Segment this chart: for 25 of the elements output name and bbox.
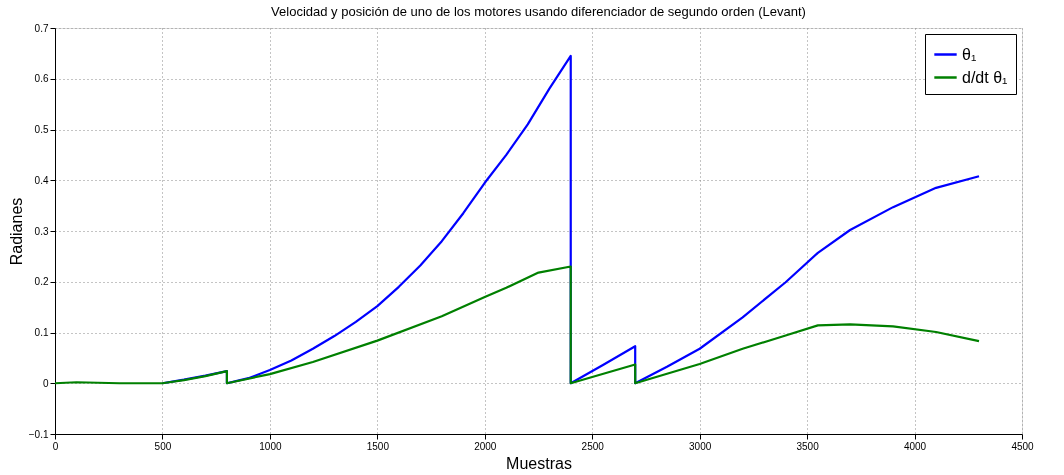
x-tick-label: 3000 bbox=[689, 440, 712, 452]
x-tick-label: 0 bbox=[52, 440, 59, 452]
y-tick-label: −0.1 bbox=[28, 428, 49, 440]
legend-label: θ₁ bbox=[962, 45, 977, 63]
y-tick-label: 0.5 bbox=[34, 124, 49, 135]
x-tick-label: 4500 bbox=[1011, 440, 1035, 452]
x-tick-label: 2500 bbox=[581, 440, 605, 452]
x-tick-label: 4000 bbox=[903, 440, 927, 452]
x-axis-title: Muestras bbox=[506, 454, 572, 472]
x-tick-label: 1000 bbox=[259, 440, 282, 452]
x-tick-label: 2000 bbox=[474, 440, 497, 452]
y-tick-label: 0 bbox=[42, 377, 49, 389]
line-series bbox=[53, 265, 981, 385]
x-tick-label: 1500 bbox=[366, 440, 390, 452]
x-tick-label: 3500 bbox=[796, 440, 820, 452]
legend-label: d/dt θ₁ bbox=[962, 68, 1008, 86]
x-tick-label: 500 bbox=[154, 440, 172, 452]
y-tick-label: 0.4 bbox=[34, 174, 49, 186]
chart-title: Velocidad y posición de uno de los motores usando diferenciador de segundo orden (Levant) bbox=[271, 4, 806, 19]
y-tick-label: 0.6 bbox=[34, 73, 49, 85]
y-axis-title: Radianes bbox=[7, 197, 25, 266]
y-tick-label: 0.3 bbox=[34, 225, 49, 237]
y-tick-label: 0.1 bbox=[34, 327, 49, 338]
y-tick-label: 0.7 bbox=[34, 22, 49, 34]
y-tick-label: 0.2 bbox=[34, 276, 49, 288]
